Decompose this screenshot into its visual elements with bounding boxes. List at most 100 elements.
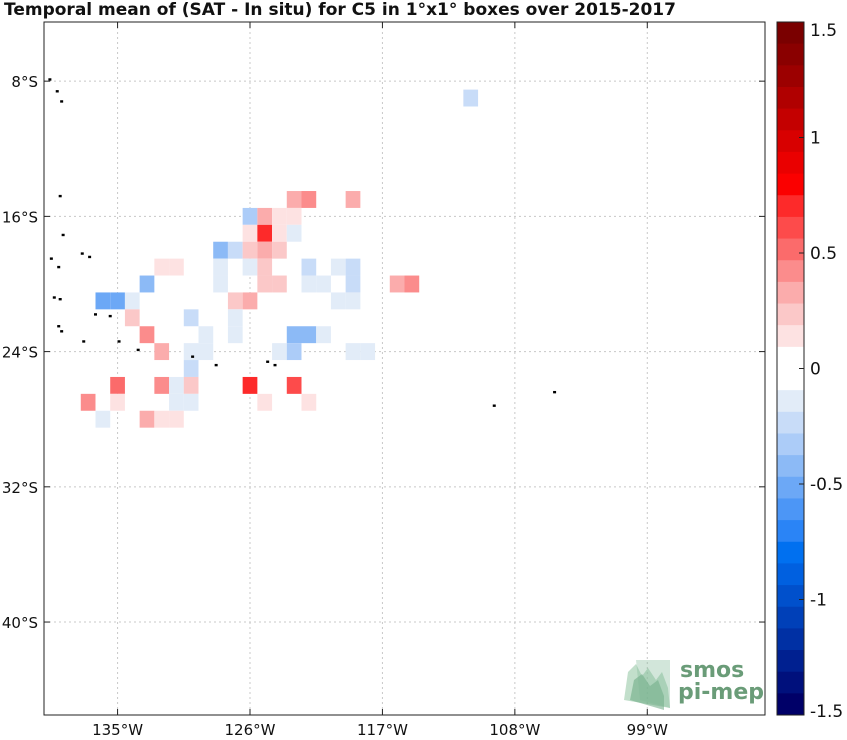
heatmap-cell — [110, 292, 125, 310]
colorbar-swatch — [777, 650, 804, 673]
heatmap-cell — [257, 207, 273, 225]
heatmap-cell — [286, 343, 302, 361]
x-tick-label: 135°W — [92, 721, 143, 739]
colorbar-tick-label: -0.5 — [810, 475, 843, 495]
heatmap-cell — [110, 376, 125, 394]
colorbar-tick-label: 1.5 — [810, 21, 837, 41]
colorbar-swatch — [777, 433, 804, 456]
heatmap-cell — [183, 376, 199, 394]
colorbar-swatch — [777, 216, 804, 240]
colorbar-swatch — [777, 476, 804, 499]
island-marker — [492, 404, 496, 407]
x-tick-label: 108°W — [489, 721, 540, 739]
heatmap-cell — [330, 292, 346, 310]
heatmap-cell — [286, 326, 302, 344]
heatmap-cell — [124, 309, 140, 327]
heatmap-cell — [257, 275, 273, 293]
heatmap-cell — [242, 207, 258, 225]
colorbar-swatch — [777, 498, 804, 521]
plot-frame — [43, 21, 766, 716]
heatmap-cell — [154, 410, 170, 428]
colorbar-swatch — [777, 130, 804, 153]
logo-wave-icon — [630, 674, 664, 710]
heatmap-cell — [316, 326, 331, 344]
heatmap-cell — [213, 258, 228, 276]
x-tick-label: 99°W — [627, 721, 669, 739]
colorbar-swatch — [777, 173, 804, 196]
heatmap-cell — [389, 275, 405, 293]
heatmap-cell — [139, 326, 155, 344]
heatmap-cell — [227, 326, 243, 344]
heatmap-cell — [169, 376, 184, 394]
logo-wave-icon — [636, 660, 670, 708]
island-marker — [82, 340, 86, 343]
heatmap-cell — [154, 343, 170, 361]
island-marker — [60, 100, 64, 103]
heatmap-cell — [257, 241, 273, 259]
colorbar-swatch — [777, 628, 804, 651]
island-marker — [49, 257, 53, 260]
colorbar-tick-label: 0 — [810, 360, 821, 380]
colorbar-swatch — [777, 411, 804, 434]
heatmap-cell — [183, 343, 199, 361]
heatmap-cell — [95, 292, 111, 310]
island-marker — [57, 325, 61, 328]
heatmap-cell — [242, 258, 258, 276]
heatmap-cell — [272, 241, 287, 259]
colorbar-swatch — [777, 520, 804, 543]
heatmap-cell — [286, 224, 302, 242]
heatmap-cell — [183, 360, 199, 377]
heatmap-cell — [330, 258, 346, 276]
heatmap-cell — [257, 393, 273, 411]
heatmap-cell — [169, 393, 184, 411]
island-marker — [57, 265, 61, 269]
island-marker — [266, 360, 270, 363]
colorbar-swatch — [777, 86, 804, 110]
heatmap-cell — [242, 224, 258, 242]
heatmap-cell — [169, 410, 184, 428]
grid-lines — [44, 22, 765, 715]
island-marker — [553, 390, 557, 394]
heatmap-cell — [183, 393, 199, 411]
heatmap-cell — [316, 275, 331, 293]
heatmap-cell — [227, 292, 243, 310]
colorbar-swatch — [777, 151, 804, 175]
heatmap-cell — [242, 292, 258, 310]
map-title: Temporal mean of (SAT - In situ) for C5 … — [4, 0, 676, 20]
island-marker — [52, 296, 56, 299]
colorbar-swatch — [777, 303, 804, 326]
heatmap-cell — [345, 191, 361, 208]
heatmap-cell — [345, 275, 361, 293]
colorbar-swatch — [777, 390, 804, 413]
heatmap-cell — [183, 309, 199, 327]
heatmap-cell — [154, 376, 170, 394]
heatmap-cell — [213, 275, 228, 293]
colorbar-swatch — [777, 108, 804, 131]
colorbar-swatch — [777, 325, 804, 348]
heatmap-cell — [345, 258, 361, 276]
island-marker — [55, 90, 59, 93]
heatmap-cell — [110, 393, 125, 411]
heatmap-cell — [345, 343, 361, 361]
heatmap-cell — [139, 275, 155, 293]
heatmap-cells — [80, 89, 479, 428]
colorbar-swatch — [777, 455, 804, 478]
heatmap-cell — [242, 241, 258, 259]
heatmap-cell — [227, 241, 243, 259]
heatmap-cell — [360, 343, 376, 361]
y-tick-label: 32°S — [2, 479, 38, 497]
colorbar-swatch — [777, 260, 804, 283]
heatmap-cell — [242, 376, 258, 394]
heatmap-cell — [198, 343, 214, 361]
heatmap-cell — [272, 343, 287, 361]
island-marker — [80, 252, 84, 255]
colorbar-swatch — [777, 22, 804, 45]
heatmap-cell — [301, 393, 317, 411]
heatmap-cell — [301, 275, 317, 293]
heatmap-cell — [80, 393, 96, 411]
heatmap-cell — [272, 207, 287, 225]
x-tick-label: 117°W — [357, 721, 408, 739]
colorbar-swatch — [777, 693, 804, 716]
colorbar — [777, 22, 804, 716]
